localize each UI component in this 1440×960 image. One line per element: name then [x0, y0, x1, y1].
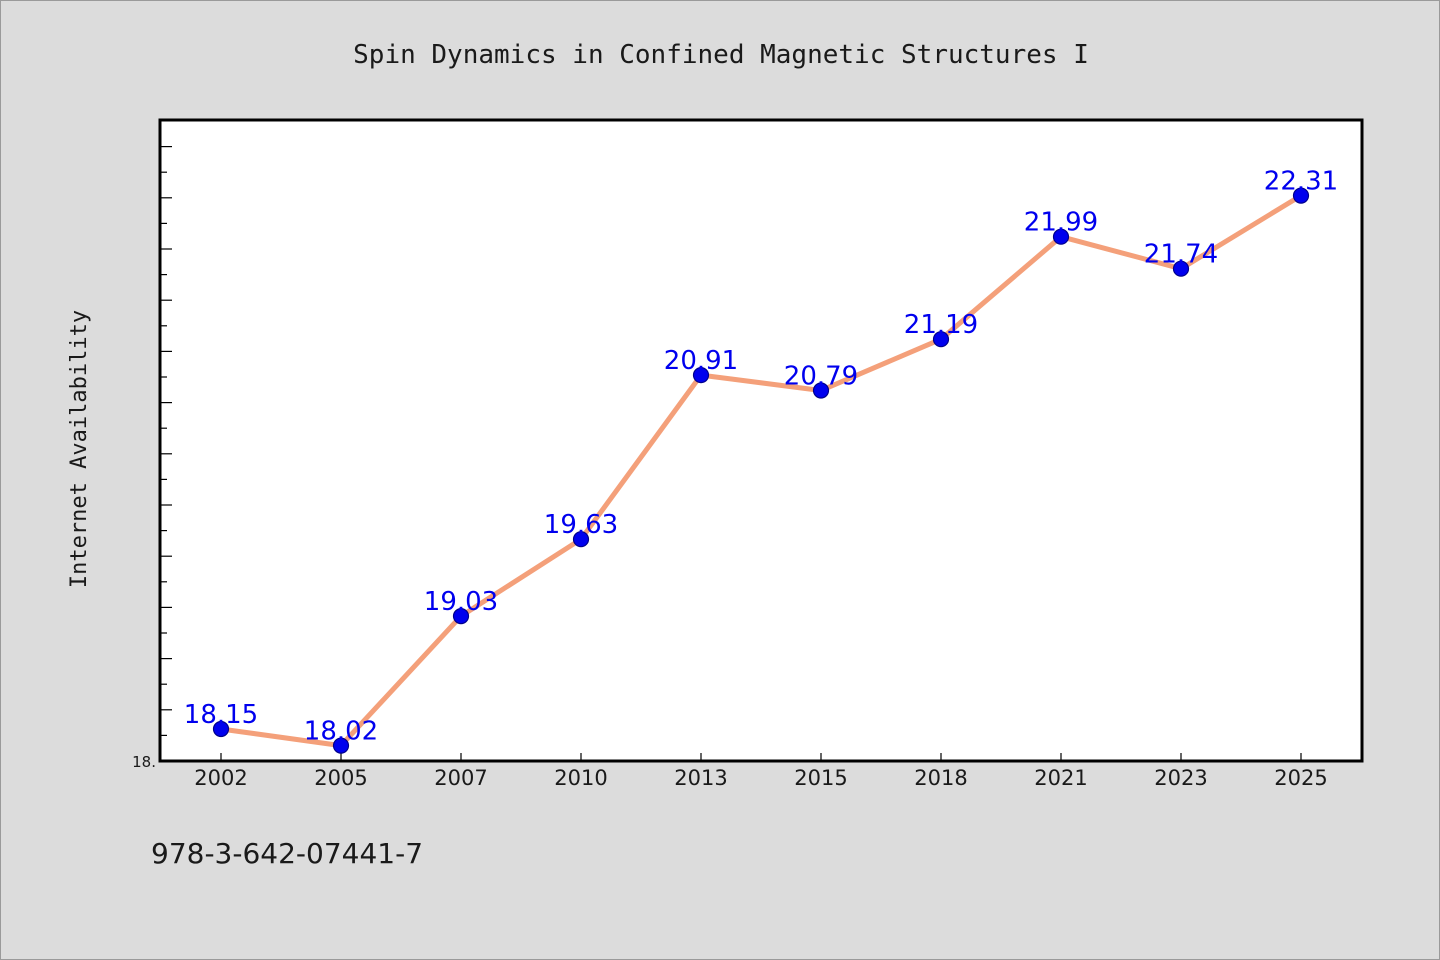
data-point: [212, 720, 230, 738]
data-label: 18.15: [184, 700, 258, 730]
y-tick-label: 18.: [132, 753, 156, 771]
data-markers-group: [212, 187, 1310, 754]
x-tick-label: 2023: [1154, 766, 1207, 790]
data-label: 20.91: [664, 346, 738, 376]
x-tick-label: 2021: [1034, 766, 1087, 790]
data-point: [692, 367, 710, 384]
x-tick-label: 2015: [794, 766, 847, 790]
x-tick-label: 2025: [1274, 766, 1327, 790]
chart-title: Spin Dynamics in Confined Magnetic Struc…: [353, 40, 1089, 70]
data-label: 22.31: [1264, 167, 1338, 197]
data-label: 21.74: [1144, 240, 1218, 270]
data-point: [1172, 260, 1190, 277]
data-label: 21.99: [1024, 208, 1098, 238]
data-point: [572, 531, 590, 548]
data-label: 19.63: [544, 510, 618, 540]
y-axis-ticks: 18.: [132, 146, 172, 771]
x-tick-label: 2002: [194, 766, 247, 790]
y-axis-label: Internet Availability: [67, 310, 92, 588]
data-point: [932, 331, 950, 348]
data-label: 20.79: [784, 362, 858, 392]
data-labels-group: 18.15 18.02 19.03 19.63 20.91 20.79 21.19 21.99…: [184, 167, 1338, 747]
data-point: [332, 737, 350, 754]
x-tick-label: 2013: [674, 766, 727, 790]
series-line-group: [218, 193, 1304, 749]
data-point: [1292, 187, 1310, 204]
data-point: [1052, 228, 1070, 245]
data-point: [812, 382, 830, 399]
data-label: 18.02: [304, 717, 378, 747]
x-tick-label: 2010: [554, 766, 607, 790]
plot-area: [158, 118, 1364, 763]
x-tick-label: 2005: [314, 766, 367, 790]
x-tick-label: 2007: [434, 766, 487, 790]
isbn-footer: 978-3-642-07441-7: [151, 837, 423, 870]
x-tick-label: 2018: [914, 766, 967, 790]
x-axis-ticks: 2002 2005 2007 2010 2013 2015 2018 2021 2023 2025: [194, 753, 1328, 790]
series-line: [218, 193, 1304, 749]
data-label: 19.03: [424, 587, 498, 617]
data-label: 21.19: [904, 310, 978, 340]
data-point: [452, 607, 470, 625]
